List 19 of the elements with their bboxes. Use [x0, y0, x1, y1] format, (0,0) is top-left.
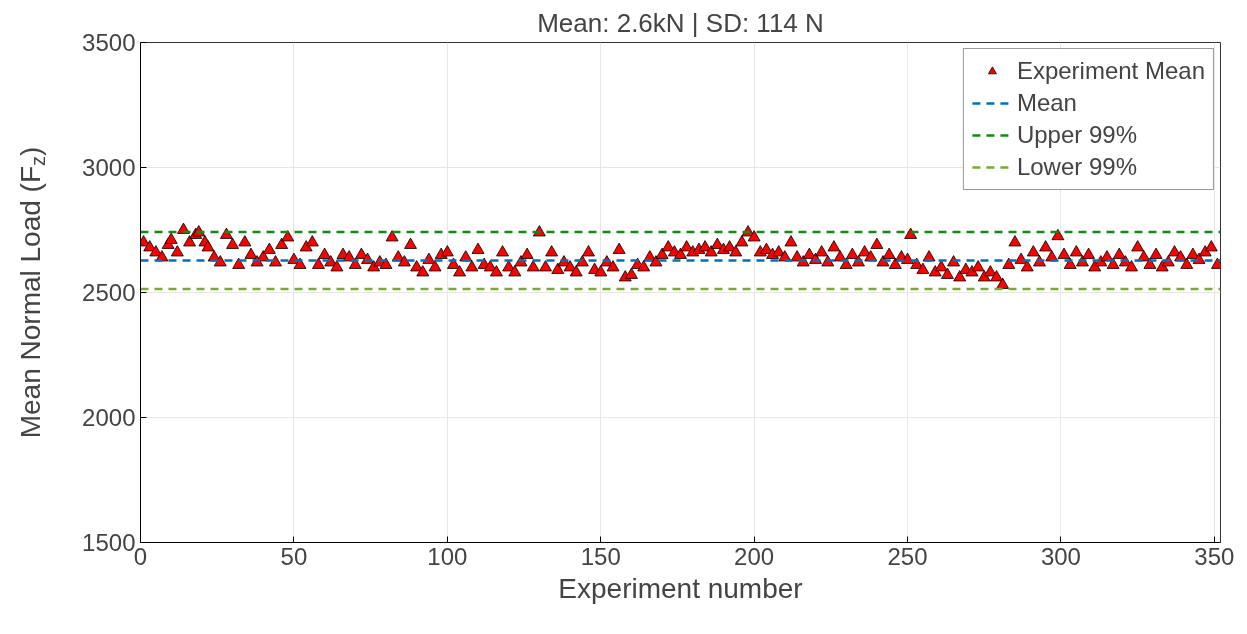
y-tick-label: 2000 [82, 404, 136, 431]
legend-label: Mean [1016, 89, 1077, 117]
x-tick-label: 100 [427, 542, 468, 570]
y-tick-label: 1500 [82, 529, 136, 556]
x-axis-title: Experiment number [558, 572, 803, 604]
x-tick-label: 300 [1040, 542, 1081, 570]
x-tick-label: 200 [734, 542, 775, 570]
y-tick-label: 2500 [82, 279, 136, 306]
legend-label: Upper 99% [1016, 121, 1137, 149]
y-tick-label: 3000 [82, 154, 136, 181]
y-tick-label: 3500 [82, 29, 136, 56]
chart-title: Mean: 2.6kN | SD: 114 N [537, 7, 824, 38]
x-tick-label: 350 [1194, 542, 1235, 570]
x-tick-label: 150 [580, 542, 621, 570]
legend-label: Lower 99% [1016, 153, 1137, 181]
x-tick-label: 250 [887, 542, 928, 570]
legend-label: Experiment Mean [1016, 57, 1205, 85]
x-tick-label: 50 [280, 542, 308, 570]
y-axis-title: Mean Normal Load (Fz) [15, 146, 49, 439]
